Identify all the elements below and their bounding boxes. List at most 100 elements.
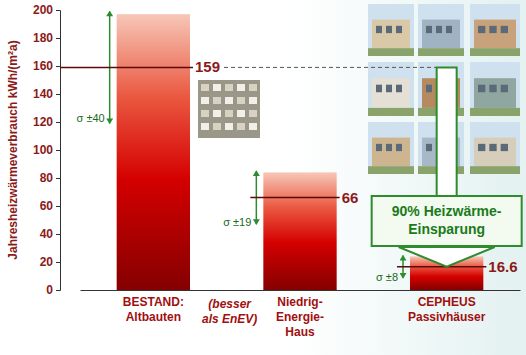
photo <box>470 4 520 56</box>
y-axis-title: Jahresheizwärmeverbrauch kWh/(m²a) <box>6 40 20 259</box>
photo-window <box>501 85 508 93</box>
photo-house <box>237 123 245 130</box>
photo-window <box>501 144 508 151</box>
y-tick: 80 <box>40 171 60 185</box>
y-tick: 40 <box>40 227 60 241</box>
y-tick-label: 200 <box>33 3 53 17</box>
sigma-label: σ ±40 <box>77 112 105 124</box>
photo-house <box>249 123 257 130</box>
photo-window <box>489 26 496 33</box>
photo-house <box>213 123 221 130</box>
photo <box>368 62 414 116</box>
text-line: (besser <box>208 297 252 311</box>
mean-line <box>60 67 193 69</box>
y-tick-label: 100 <box>33 143 53 157</box>
y-axis: 020406080100120140160180200 <box>33 3 61 297</box>
x-tick-label: BESTAND:Altbauten <box>123 295 184 324</box>
y-tick: 100 <box>33 143 60 157</box>
y-tick: 200 <box>33 3 60 17</box>
photo-window <box>426 144 432 151</box>
y-tick-label: 40 <box>40 227 54 241</box>
photo-window <box>478 144 485 151</box>
y-tick-mark <box>56 150 60 151</box>
annotation-note: (besserals EnEV) <box>202 297 257 326</box>
photo-ground <box>368 48 414 56</box>
photo-building <box>474 138 516 167</box>
photo-window <box>396 26 402 33</box>
photo-building <box>474 78 516 108</box>
y-tick-label: 160 <box>33 59 53 73</box>
savings-label: 90% Heizwärme-Einsparung <box>392 203 502 237</box>
photo-window <box>478 26 485 33</box>
photo-sky <box>368 122 414 174</box>
photo-house <box>249 110 257 117</box>
photo-ground <box>470 108 520 116</box>
savings-box <box>372 196 522 246</box>
sigma-label: σ ±19 <box>223 216 251 228</box>
mean-line <box>397 266 486 268</box>
dashed-connector <box>224 67 437 68</box>
photo-window <box>376 144 382 151</box>
y-tick-mark <box>56 38 60 39</box>
photo-window <box>376 26 382 33</box>
photo-window <box>501 26 508 33</box>
chart-svg: 020406080100120140160180200Jahresheizwär… <box>0 0 526 355</box>
y-tick-mark <box>56 178 60 179</box>
photo-window <box>426 26 432 33</box>
text-line: Energie- <box>276 310 324 324</box>
bar <box>263 172 336 290</box>
y-tick: 160 <box>33 59 60 73</box>
photo-house <box>237 110 245 117</box>
photo <box>368 122 414 174</box>
photo <box>470 122 520 174</box>
text-line: CEPHEUS <box>418 295 476 309</box>
y-tick-label: 80 <box>40 171 54 185</box>
photo-window <box>396 85 402 93</box>
photo-house <box>213 110 221 117</box>
text-line: Altbauten <box>126 310 181 324</box>
photo-ground <box>470 166 520 174</box>
photo-window <box>376 85 382 93</box>
photo-house <box>201 110 209 117</box>
photo-ground <box>198 80 260 138</box>
photo-sky <box>470 122 520 174</box>
photos <box>198 4 520 174</box>
photo-window <box>426 85 432 93</box>
text-line: Passivhäuser <box>408 310 486 324</box>
photo-building <box>372 138 410 167</box>
photo-ground <box>470 48 520 56</box>
y-tick: 180 <box>33 31 60 45</box>
photo-building <box>372 78 410 108</box>
y-tick-mark <box>56 66 60 67</box>
y-tick: 0 <box>46 283 60 297</box>
text-line: Niedrig- <box>277 295 322 309</box>
y-tick-mark <box>56 206 60 207</box>
y-tick-label: 60 <box>40 199 54 213</box>
x-tick-label: Niedrig-Energie-Haus <box>276 295 324 339</box>
photo-house <box>213 84 221 91</box>
y-tick-label: 120 <box>33 115 53 129</box>
y-tick-mark <box>56 290 60 291</box>
photo-window <box>436 26 442 33</box>
mean-label: 66 <box>342 189 359 206</box>
savings-arrow-shaft <box>437 67 457 196</box>
photo-sky <box>470 62 520 116</box>
photo-sky <box>470 4 520 56</box>
y-tick-mark <box>56 10 60 11</box>
sigma-label: σ ±8 <box>376 271 398 283</box>
photo <box>418 4 464 56</box>
photo-house <box>201 97 209 104</box>
x-axis: BESTAND:Altbauten Niedrig-Energie-Haus CEP… <box>81 290 521 339</box>
photo-ground <box>418 48 464 56</box>
x-tick: Niedrig-Energie-Haus <box>276 290 324 339</box>
y-tick: 60 <box>40 199 60 213</box>
photo-sky <box>368 62 414 116</box>
photo-sky <box>368 4 414 56</box>
mean-line <box>250 197 339 199</box>
photo-sky <box>418 4 464 56</box>
photo-house <box>249 84 257 91</box>
mean-label: 159 <box>195 58 220 75</box>
y-tick: 140 <box>33 87 60 101</box>
y-tick-mark <box>56 262 60 263</box>
y-tick-label: 0 <box>46 283 53 297</box>
